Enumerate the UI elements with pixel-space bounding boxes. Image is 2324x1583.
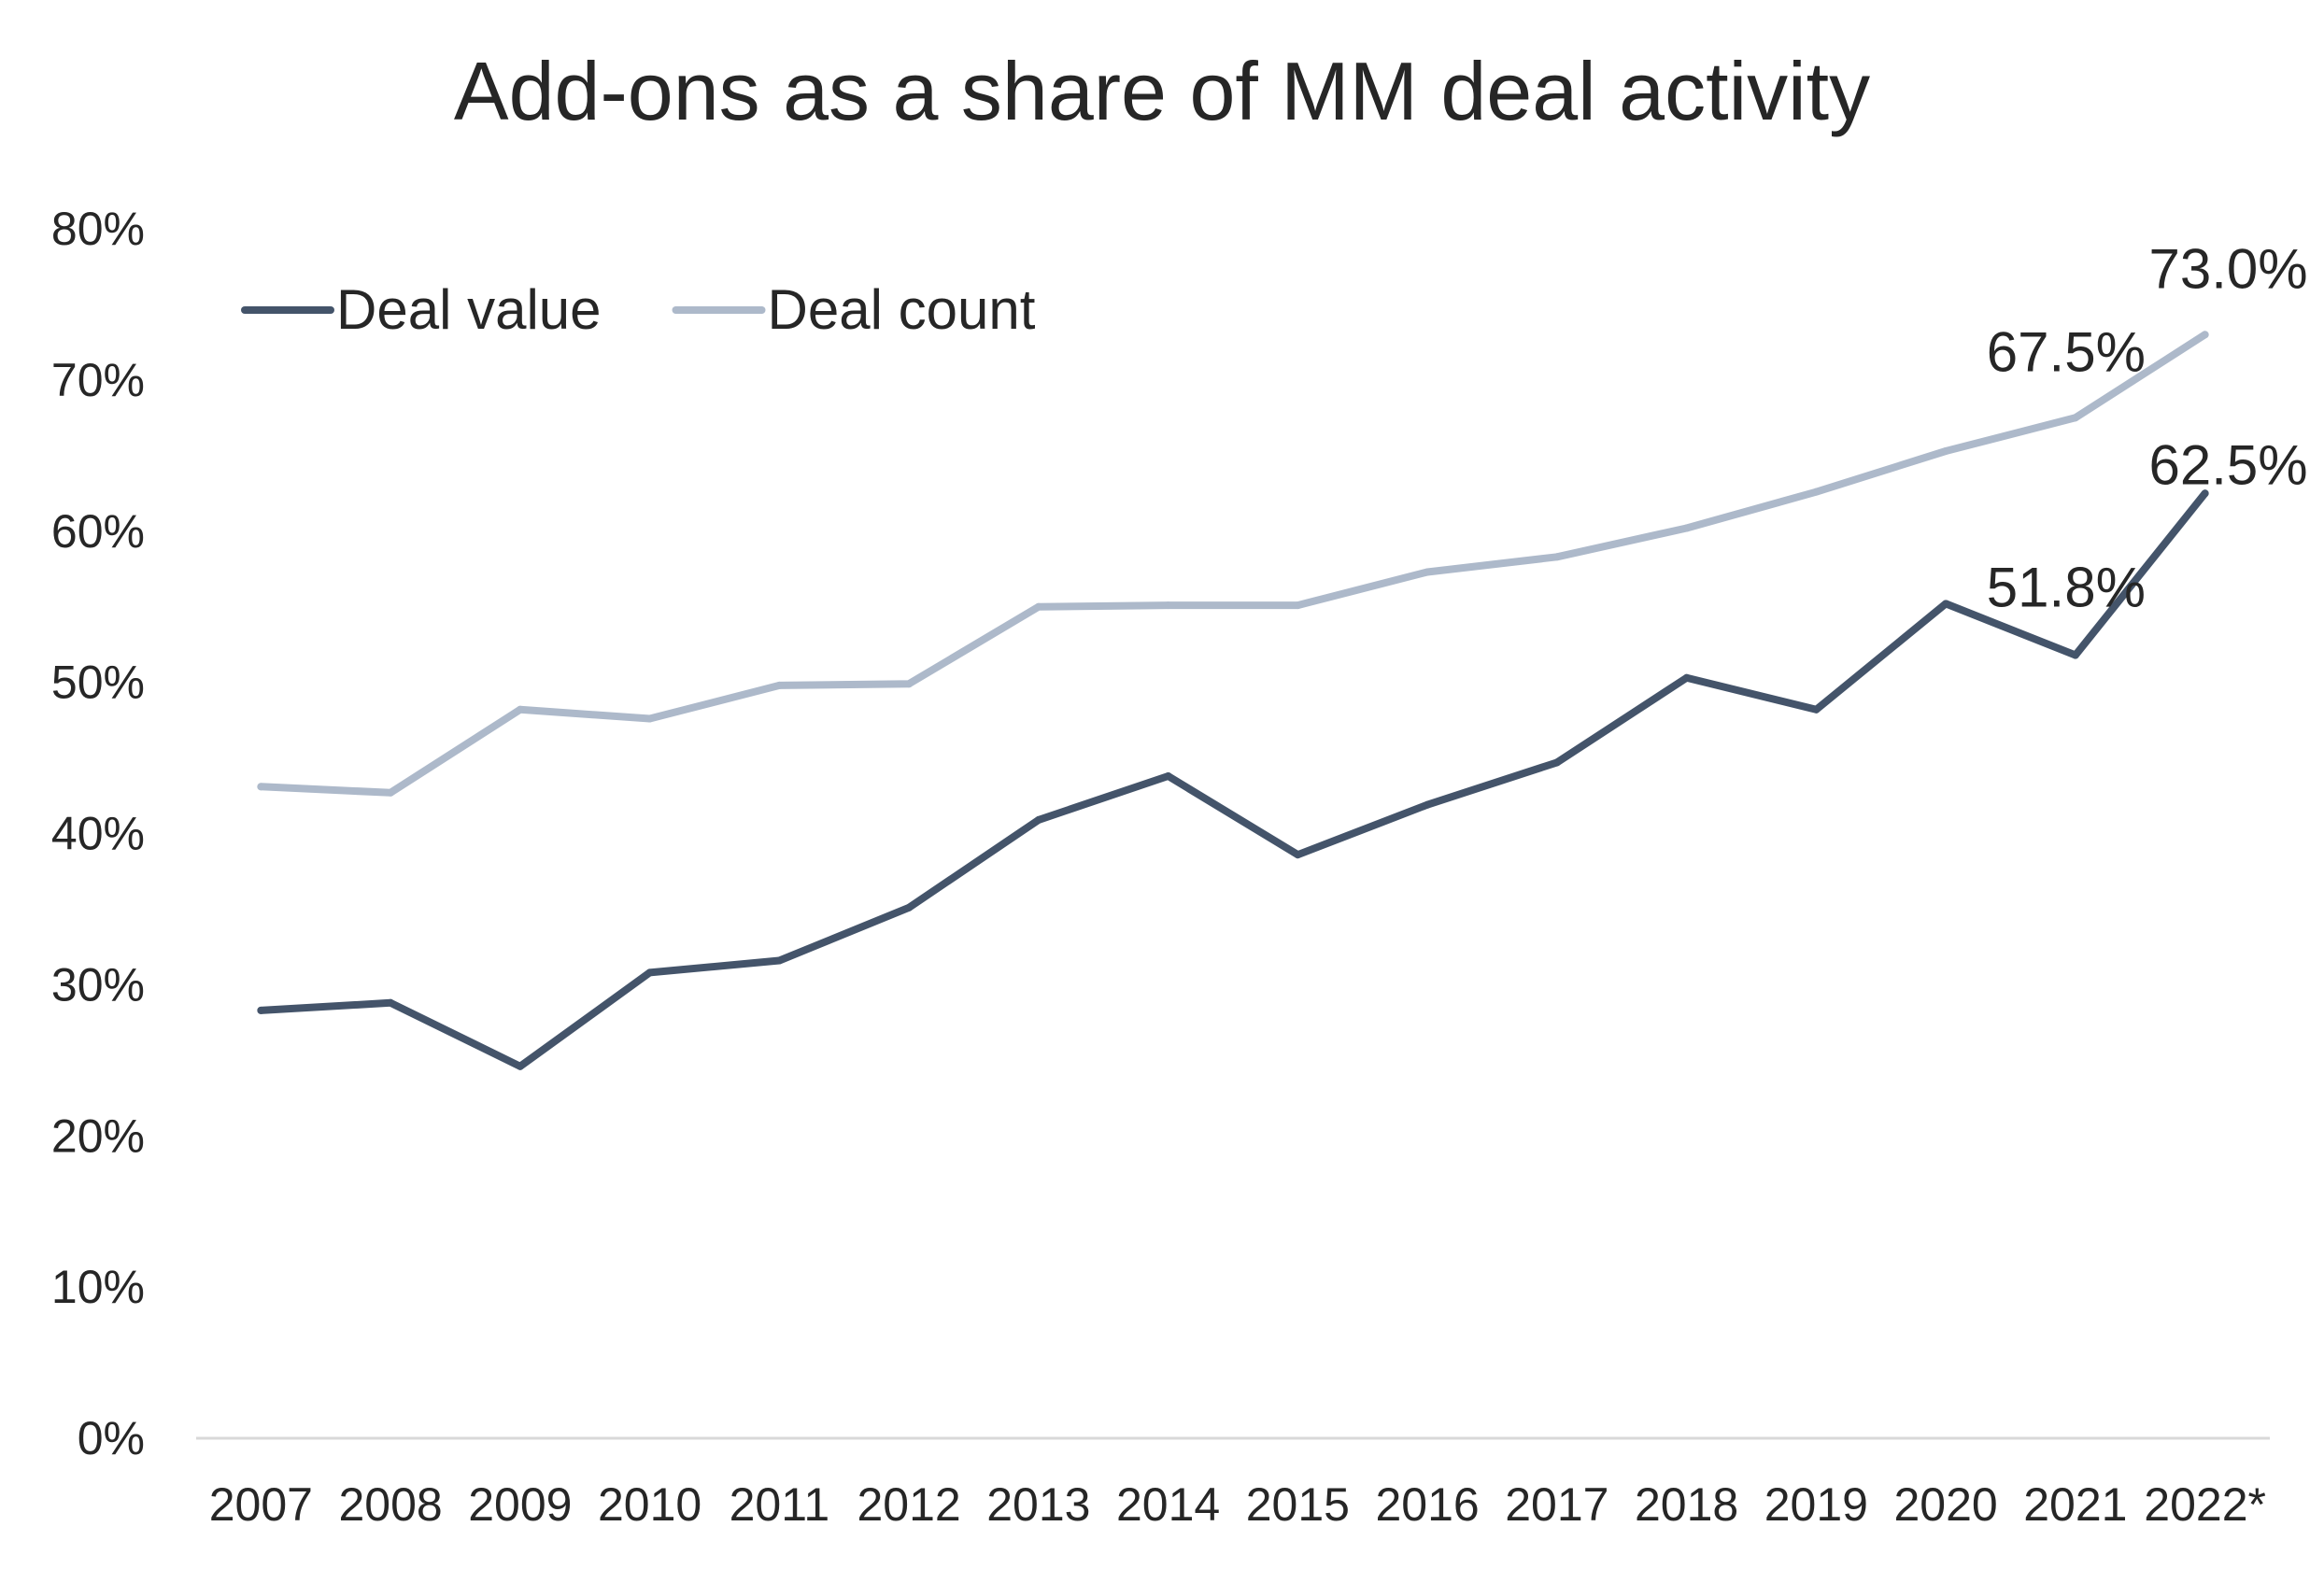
y-tick-label: 50% xyxy=(51,657,145,709)
data-point xyxy=(1942,600,1950,608)
data-point xyxy=(1294,851,1302,859)
x-tick-label: 2018 xyxy=(1635,1478,1738,1531)
data-point xyxy=(2201,331,2209,339)
data-point xyxy=(1034,602,1042,611)
legend-label: Deal count xyxy=(768,278,1036,341)
data-label: 67.5% xyxy=(1987,320,2146,383)
y-tick-label: 30% xyxy=(51,958,145,1011)
data-point xyxy=(387,788,395,797)
data-point xyxy=(1424,800,1432,809)
y-tick-label: 10% xyxy=(51,1261,145,1313)
data-point xyxy=(645,968,654,977)
x-tick-label: 2011 xyxy=(730,1478,830,1531)
data-point xyxy=(775,681,784,689)
data-labels: 51.8%62.5%67.5%73.0% xyxy=(1987,237,2308,618)
data-point xyxy=(1812,705,1821,714)
x-tick-label: 2010 xyxy=(598,1478,701,1531)
legend-label: Deal value xyxy=(336,278,602,341)
x-tick-label: 2015 xyxy=(1246,1478,1350,1531)
x-tick-label: 2014 xyxy=(1116,1478,1220,1531)
x-tick-label: 2017 xyxy=(1505,1478,1608,1531)
data-point xyxy=(257,1006,265,1014)
data-label: 62.5% xyxy=(2148,433,2307,496)
data-label: 73.0% xyxy=(2148,237,2307,300)
x-tick-label: 2009 xyxy=(468,1478,572,1531)
y-axis-ticks: 0% 10% 20% 30% 40% 50% 60% 70% 80% xyxy=(51,203,145,1464)
y-tick-label: 70% xyxy=(51,354,145,406)
legend: Deal value Deal count xyxy=(241,278,1036,341)
data-point xyxy=(1424,568,1432,576)
data-point xyxy=(905,680,914,688)
y-tick-label: 40% xyxy=(51,808,145,860)
x-tick-label: 2007 xyxy=(209,1478,313,1531)
data-point xyxy=(1812,488,1821,496)
data-label: 51.8% xyxy=(1987,556,2146,618)
data-point xyxy=(1682,673,1691,682)
data-point xyxy=(1552,553,1561,561)
data-point xyxy=(1164,771,1172,780)
x-tick-label: 2008 xyxy=(339,1478,443,1531)
data-point xyxy=(645,714,654,723)
data-point xyxy=(257,783,265,791)
data-point xyxy=(2071,651,2079,659)
x-tick-label: 2021 xyxy=(2023,1478,2127,1531)
data-point xyxy=(1682,524,1691,532)
x-tick-label: 2016 xyxy=(1376,1478,1480,1531)
x-tick-label: 2012 xyxy=(857,1478,961,1531)
x-axis-ticks: 2007 2008 2009 2010 2011 2012 2013 2014 2015 2016… xyxy=(209,1478,2266,1531)
data-point xyxy=(1034,815,1042,824)
data-point xyxy=(2071,414,2079,422)
y-tick-label: 20% xyxy=(51,1110,145,1162)
data-point xyxy=(516,705,524,714)
series-line-deal-count xyxy=(257,331,2209,797)
data-point xyxy=(2201,489,2209,498)
y-tick-label: 0% xyxy=(78,1412,145,1464)
chart-title: Add-ons as a share of MM deal activity xyxy=(454,45,1870,137)
y-tick-label: 80% xyxy=(51,203,145,255)
x-tick-label: 2022* xyxy=(2144,1478,2266,1531)
x-tick-label: 2020 xyxy=(1894,1478,1998,1531)
data-point xyxy=(1294,601,1302,610)
x-tick-label: 2019 xyxy=(1764,1478,1868,1531)
series-layer xyxy=(257,331,2209,1070)
x-tick-label: 2013 xyxy=(986,1478,1090,1531)
series-line-deal-value xyxy=(257,489,2209,1070)
y-tick-label: 60% xyxy=(51,505,145,558)
data-point xyxy=(1942,446,1950,455)
data-point xyxy=(1164,601,1172,610)
data-point xyxy=(905,903,914,912)
data-point xyxy=(775,956,784,965)
data-point xyxy=(387,998,395,1007)
data-point xyxy=(1552,758,1561,767)
data-point xyxy=(516,1062,524,1070)
